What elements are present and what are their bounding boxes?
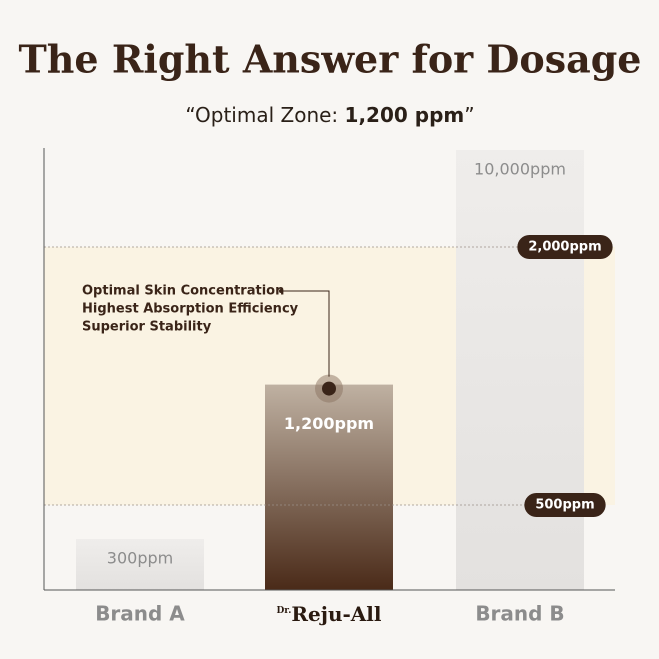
x-tick-label: Brand B xyxy=(475,602,564,626)
reference-label: 500ppm xyxy=(535,498,594,513)
x-tick-label: Brand A xyxy=(95,602,185,626)
subtitle-text: ” xyxy=(464,103,474,127)
value-label: 10,000ppm xyxy=(474,160,566,179)
reference-pill xyxy=(524,493,606,517)
logo-prefix: Dr. xyxy=(277,606,292,616)
reference-pill xyxy=(517,235,613,259)
bar xyxy=(456,150,584,590)
value-label: 1,200ppm xyxy=(284,414,374,433)
connector xyxy=(281,290,330,377)
value-label: 300ppm xyxy=(107,549,173,568)
bar xyxy=(76,539,204,590)
connector-dot xyxy=(279,289,283,293)
annotation: Optimal Skin Concentration xyxy=(82,284,284,299)
annotation: Highest Absorption Efficiency xyxy=(82,302,299,317)
chart-subtitle: “Optimal Zone: 1,200 ppm” xyxy=(185,103,474,127)
subtitle-emphasis: 1,200 ppm xyxy=(345,103,465,127)
bar xyxy=(265,384,393,590)
reference-label: 2,000ppm xyxy=(528,240,601,255)
brand-logo: Dr.Reju-All xyxy=(277,602,382,626)
annotation: Superior Stability xyxy=(82,320,212,335)
chart-title: The Right Answer for Dosage xyxy=(19,37,642,82)
logo-name: Reju-All xyxy=(291,602,382,626)
subtitle-text: “Optimal Zone: xyxy=(185,103,344,127)
marker-dot xyxy=(322,381,336,396)
